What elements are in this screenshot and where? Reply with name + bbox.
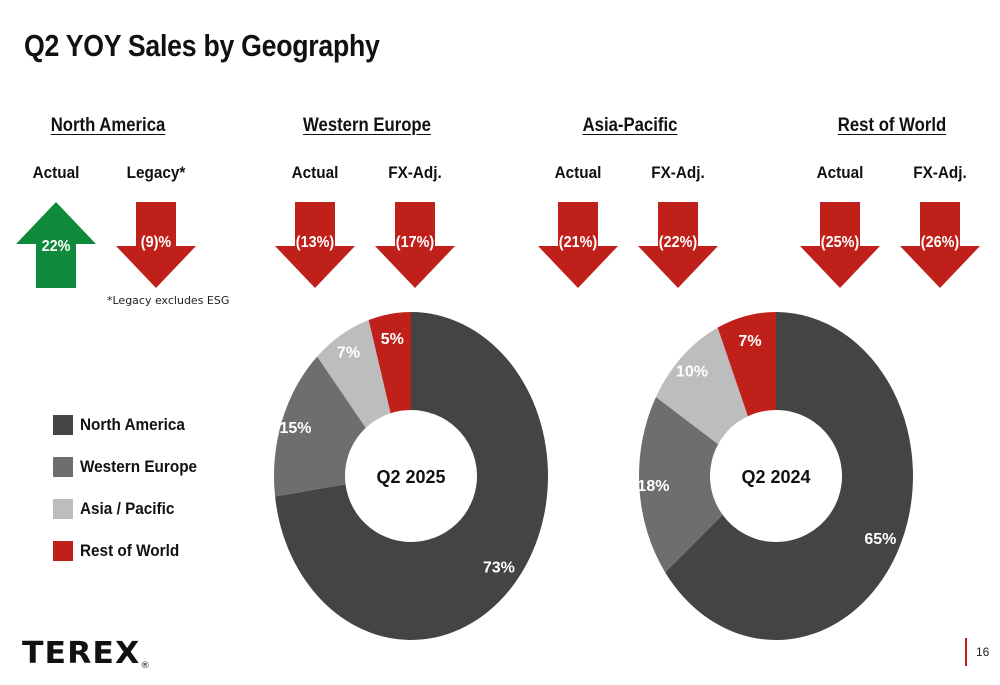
metric-label: Actual bbox=[554, 163, 602, 182]
arrow-shape bbox=[116, 202, 196, 288]
donut-slice-rest-of-world bbox=[717, 312, 776, 417]
terex-logo: TEREX® bbox=[22, 636, 151, 671]
donut-center-label: Q2 2024 bbox=[741, 467, 810, 487]
donut-q2-2024: 65% 18% 10% 7% Q2 2024 bbox=[637, 312, 913, 640]
region-rest-of-world: Rest of World Actual (25%) FX-Adj. (26%) bbox=[782, 112, 1000, 312]
arrow-down-icon: (13%) bbox=[275, 202, 355, 288]
metric-label: Actual bbox=[291, 163, 339, 182]
metric-label: Legacy* bbox=[126, 163, 186, 182]
legend: North America Western Europe Asia / Paci… bbox=[53, 404, 210, 572]
legend-item-asia-pacific: Asia / Pacific bbox=[53, 488, 210, 530]
metric-value: (25%) bbox=[820, 234, 860, 251]
legend-swatch bbox=[53, 415, 73, 435]
legend-label: North America bbox=[80, 415, 185, 434]
legend-swatch bbox=[53, 457, 73, 477]
metric-actual: Actual (13%) bbox=[270, 162, 360, 288]
metric-value: (26%) bbox=[920, 234, 960, 251]
donut-slice-rest-of-world bbox=[368, 312, 411, 414]
legend-label: Rest of World bbox=[80, 541, 180, 560]
metric-value: (21%) bbox=[558, 234, 598, 251]
region-metrics: Actual (25%) FX-Adj. (26%) bbox=[782, 162, 1000, 312]
legend-swatch bbox=[53, 499, 73, 519]
arrow-down-icon: (26%) bbox=[900, 202, 980, 288]
arrow-shape bbox=[638, 202, 718, 288]
arrow-shape bbox=[538, 202, 618, 288]
metric-fx-adj: FX-Adj. (26%) bbox=[895, 162, 985, 288]
legend-swatch bbox=[53, 541, 73, 561]
arrow-shape bbox=[900, 202, 980, 288]
slice-value-label: 15% bbox=[279, 420, 311, 437]
slice-value-label: 7% bbox=[337, 345, 360, 362]
slice-value-label: 10% bbox=[676, 364, 708, 381]
legend-label: Asia / Pacific bbox=[80, 499, 175, 518]
metric-actual: Actual (25%) bbox=[795, 162, 885, 288]
donut-q2-2025: 73% 15% 7% 5% Q2 2025 bbox=[274, 312, 548, 640]
metric-value: 22% bbox=[41, 238, 71, 255]
metric-label: Actual bbox=[816, 163, 864, 182]
arrow-down-icon: (9)% bbox=[116, 202, 196, 288]
arrow-up-icon: 22% bbox=[16, 202, 96, 288]
donut-slice-north-america bbox=[665, 312, 913, 640]
legend-label: Western Europe bbox=[80, 457, 198, 476]
region-name: North America bbox=[50, 115, 166, 136]
region-metrics: Actual 22% Legacy* (9)% bbox=[0, 162, 218, 312]
arrow-shape bbox=[800, 202, 880, 288]
metric-actual: Actual (21%) bbox=[533, 162, 623, 288]
metric-value: (17%) bbox=[395, 234, 435, 251]
donut-center-label: Q2 2025 bbox=[376, 467, 445, 487]
donut-slice-asia-pacific bbox=[317, 320, 391, 428]
page-title: Q2 YOY Sales by Geography bbox=[24, 28, 380, 63]
region-name: Rest of World bbox=[837, 115, 947, 136]
metric-fx-adj: FX-Adj. (22%) bbox=[633, 162, 723, 288]
donut-slice-western-europe bbox=[639, 396, 723, 573]
region-asia-pacific: Asia-Pacific Actual (21%) FX-Adj. (22%) bbox=[520, 112, 740, 312]
metric-value: (13%) bbox=[295, 234, 335, 251]
legend-item-rest-of-world: Rest of World bbox=[53, 530, 210, 572]
arrow-down-icon: (17%) bbox=[375, 202, 455, 288]
arrow-shape bbox=[375, 202, 455, 288]
registered-mark: ® bbox=[140, 661, 151, 671]
region-name: Western Europe bbox=[303, 115, 431, 136]
slice-value-label: 7% bbox=[738, 333, 761, 350]
arrow-shape bbox=[16, 202, 96, 288]
metric-value: (9)% bbox=[140, 234, 172, 251]
metric-label: FX-Adj. bbox=[651, 163, 705, 182]
slice-value-label: 65% bbox=[864, 531, 896, 548]
page-number: 16 bbox=[976, 645, 990, 659]
metric-label: FX-Adj. bbox=[388, 163, 442, 182]
metric-fx-adj: FX-Adj. (17%) bbox=[370, 162, 460, 288]
page-divider bbox=[965, 638, 967, 666]
slice-value-label: 18% bbox=[637, 478, 669, 495]
region-north-america: North America Actual 22% Legacy* (9)% bbox=[0, 112, 218, 312]
arrow-down-icon: (22%) bbox=[638, 202, 718, 288]
arrow-down-icon: (25%) bbox=[800, 202, 880, 288]
metric-value: (22%) bbox=[658, 234, 698, 251]
donut-slice-western-europe bbox=[274, 356, 366, 497]
region-name: Asia-Pacific bbox=[582, 115, 678, 136]
region-western-europe: Western Europe Actual (13%) FX-Adj. (17%) bbox=[257, 112, 477, 312]
donut-slice-asia-pacific bbox=[655, 327, 748, 445]
region-metrics: Actual (13%) FX-Adj. (17%) bbox=[257, 162, 477, 312]
region-metrics: Actual (21%) FX-Adj. (22%) bbox=[520, 162, 740, 312]
footnote: *Legacy excludes ESG bbox=[107, 294, 230, 307]
legend-item-north-america: North America bbox=[53, 404, 210, 446]
metric-label: Actual bbox=[32, 163, 80, 182]
logo-text: TEREX bbox=[22, 636, 141, 671]
metric-label: FX-Adj. bbox=[913, 163, 967, 182]
legend-item-western-europe: Western Europe bbox=[53, 446, 210, 488]
donut-slice-north-america bbox=[275, 312, 548, 640]
slice-value-label: 73% bbox=[483, 559, 515, 576]
arrow-down-icon: (21%) bbox=[538, 202, 618, 288]
metric-actual: Actual 22% bbox=[11, 162, 101, 288]
arrow-shape bbox=[275, 202, 355, 288]
metric-legacy: Legacy* (9)% bbox=[111, 162, 201, 288]
slice-value-label: 5% bbox=[381, 331, 404, 348]
